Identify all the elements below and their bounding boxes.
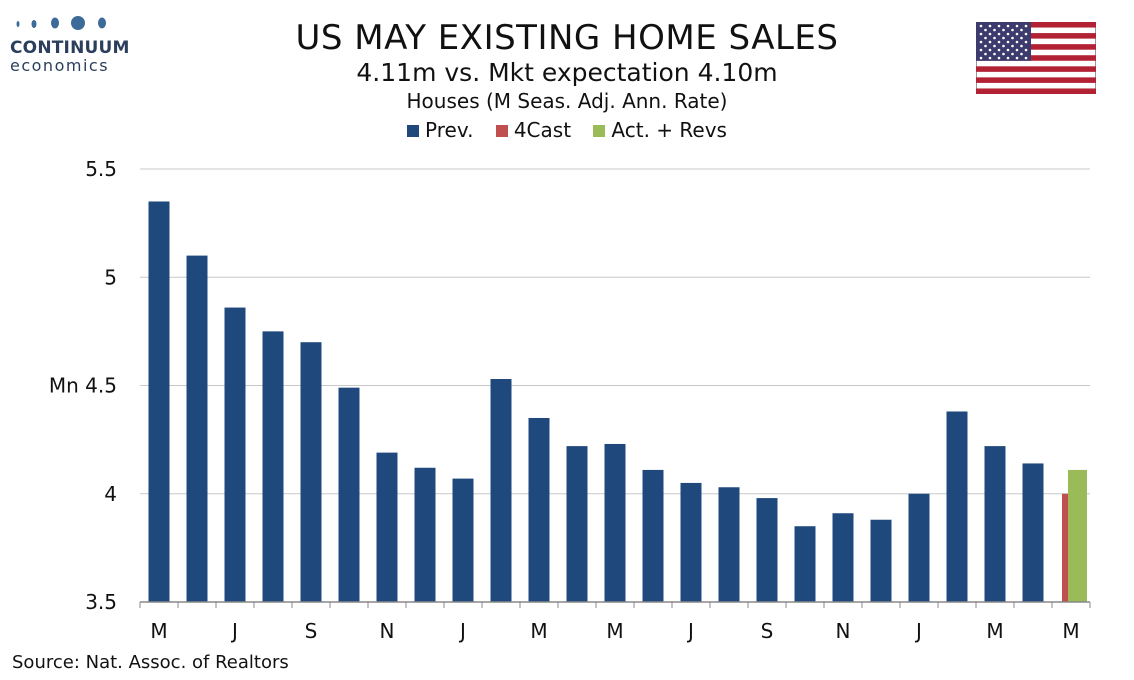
bar-prev bbox=[680, 482, 702, 602]
chart-title: US MAY EXISTING HOME SALES bbox=[295, 18, 839, 58]
x-tick-label: J bbox=[686, 619, 694, 643]
bar-prev bbox=[452, 478, 474, 602]
bar-prev bbox=[756, 498, 778, 602]
x-tick-label: N bbox=[380, 619, 395, 643]
bar-prev bbox=[300, 342, 322, 602]
bar-prev bbox=[490, 379, 512, 602]
x-tick-label: M bbox=[530, 619, 547, 643]
bar-prev bbox=[984, 446, 1006, 602]
bar-prev bbox=[642, 469, 664, 602]
legend-item-4cast: 4Cast bbox=[495, 118, 572, 142]
x-tick-label: J bbox=[458, 619, 466, 643]
x-tick-label: N bbox=[836, 619, 851, 643]
chart-subtitle: 4.11m vs. Mkt expectation 4.10m bbox=[356, 58, 778, 87]
bar-4cast bbox=[1062, 493, 1068, 602]
x-tick-label: M bbox=[150, 619, 167, 643]
chart-legend: Prev. 4Cast Act. + Revs bbox=[0, 118, 1134, 142]
bar-actual bbox=[1068, 469, 1087, 602]
bar-prev bbox=[1022, 463, 1044, 602]
bar-prev bbox=[148, 201, 170, 602]
bar-prev bbox=[186, 255, 208, 602]
x-tick-label: J bbox=[230, 619, 238, 643]
brand-name: CONTINUUM bbox=[10, 38, 130, 58]
x-tick-label: M bbox=[1062, 619, 1079, 643]
bar-prev bbox=[832, 513, 854, 602]
brand-sub: economics bbox=[10, 56, 110, 75]
y-tick-label: 5.5 bbox=[85, 157, 117, 181]
x-tick-label: S bbox=[305, 619, 318, 643]
bar-prev bbox=[908, 493, 930, 602]
legend-item-actual: Act. + Revs bbox=[593, 118, 727, 142]
us-flag-icon bbox=[976, 22, 1096, 94]
bar-prev bbox=[566, 446, 588, 602]
bar-prev bbox=[376, 452, 398, 602]
y-tick-label: 3.5 bbox=[85, 590, 117, 614]
legend-label-4cast: 4Cast bbox=[513, 118, 572, 142]
legend-swatch-actual bbox=[593, 125, 606, 137]
bar-prev bbox=[262, 331, 284, 602]
bar-prev bbox=[794, 526, 816, 602]
continuum-logo: CONTINUUM economics bbox=[10, 14, 140, 75]
y-tick-label: 5 bbox=[104, 265, 117, 289]
legend-swatch-4cast bbox=[495, 125, 508, 137]
y-tick-label: 4 bbox=[104, 482, 117, 506]
bar-prev bbox=[224, 307, 246, 602]
chart-titles: US MAY EXISTING HOME SALES 4.11m vs. Mkt… bbox=[0, 18, 1134, 114]
x-tick-label: M bbox=[606, 619, 623, 643]
y-tick-label: Mn 4.5 bbox=[49, 374, 117, 398]
chart-subtitle-units: Houses (M Seas. Adj. Ann. Rate) bbox=[406, 89, 728, 113]
x-tick-label: S bbox=[761, 619, 774, 643]
bar-prev bbox=[870, 519, 892, 602]
source-note: Source: Nat. Assoc. of Realtors bbox=[12, 652, 289, 673]
x-tick-label: J bbox=[914, 619, 922, 643]
bar-prev bbox=[604, 443, 626, 602]
bar-prev bbox=[414, 467, 436, 602]
legend-label-actual: Act. + Revs bbox=[611, 118, 727, 142]
legend-item-prev: Prev. bbox=[407, 118, 473, 142]
bar-prev bbox=[946, 411, 968, 602]
bar-prev bbox=[338, 387, 360, 602]
legend-swatch-prev bbox=[407, 125, 420, 137]
bar-prev bbox=[718, 487, 740, 602]
x-tick-label: M bbox=[986, 619, 1003, 643]
legend-label-prev: Prev. bbox=[425, 118, 474, 142]
bar-prev bbox=[528, 417, 550, 602]
